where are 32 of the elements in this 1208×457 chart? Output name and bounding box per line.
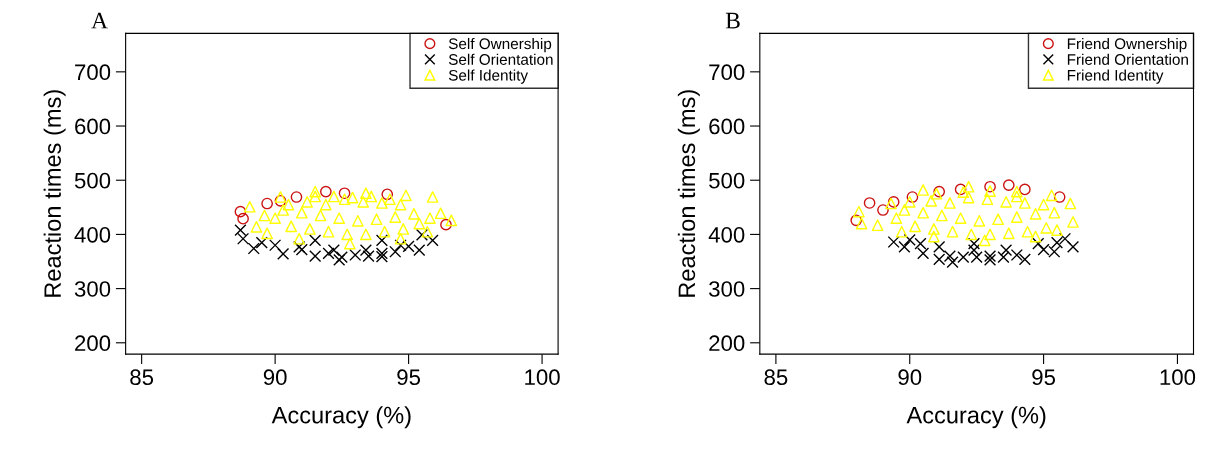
x-tick-label: 95 — [397, 369, 421, 386]
y-tick-label: 600 — [709, 118, 745, 135]
y-tick-label: 300 — [74, 281, 111, 297]
x-tick-label: 100 — [525, 369, 560, 386]
x-axis-title: Accuracy (%) — [271, 406, 411, 429]
y-tick-label: 500 — [74, 172, 111, 189]
x-tick-label: 95 — [1032, 369, 1056, 386]
chart-title: B — [725, 12, 740, 29]
legend-label: Friend Orientation — [1067, 53, 1188, 65]
legend-label: Friend Ownership — [1067, 37, 1187, 53]
y-axis-title: Reaction times (ms) — [677, 90, 700, 297]
x-tick-label: 90 — [263, 369, 287, 386]
y-tick-label: 400 — [708, 226, 745, 243]
y-tick-label: 300 — [709, 281, 745, 297]
legend-label: Self Ownership — [448, 37, 552, 53]
y-axis-title: Reaction times (ms) — [43, 90, 66, 297]
legend-label: Friend Identity — [1067, 69, 1164, 84]
y-tick-label: 700 — [75, 64, 111, 81]
x-tick-label: 85 — [130, 369, 154, 386]
x-tick-label: 90 — [898, 369, 922, 386]
y-tick-label: 500 — [709, 172, 745, 189]
chart-title: A — [91, 12, 108, 29]
y-tick-label: 200 — [75, 335, 111, 352]
legend-label: Self Orientation — [448, 53, 553, 65]
legend-label: Self Identity — [448, 69, 529, 84]
x-axis-title: Accuracy (%) — [906, 406, 1046, 429]
y-tick-label: 700 — [709, 64, 745, 81]
y-tick-label: 600 — [75, 118, 111, 135]
x-tick-label: 100 — [1160, 369, 1196, 386]
x-tick-label: 85 — [764, 369, 788, 386]
y-tick-label: 400 — [74, 226, 111, 243]
y-tick-label: 200 — [709, 335, 745, 352]
